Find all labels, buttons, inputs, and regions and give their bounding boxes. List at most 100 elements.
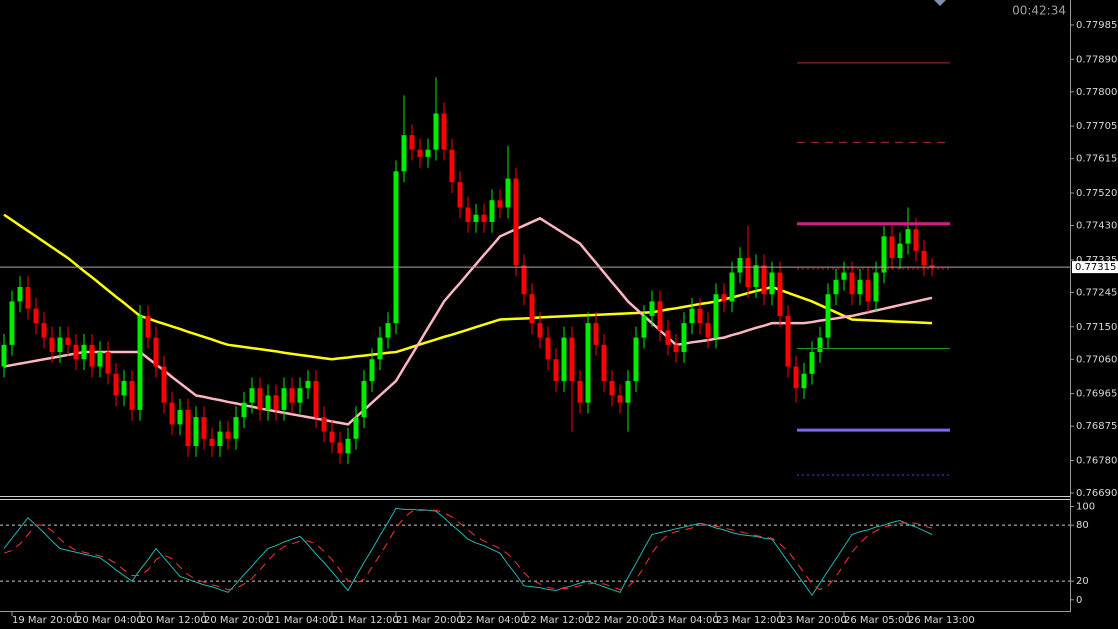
x-tick-label: 19 Mar 20:00: [12, 615, 79, 626]
candle-body: [473, 214, 479, 222]
current-price-label: 0.77315: [1075, 262, 1116, 273]
candle-body: [673, 344, 679, 353]
candle-body: [801, 373, 807, 389]
candle-body: [809, 352, 815, 374]
candle-body: [577, 380, 583, 403]
stochastic-line: [3, 507, 933, 597]
y-tick-label: 0: [1076, 595, 1082, 606]
candle-body: [281, 388, 287, 410]
x-tick-label: 22 Mar 20:00: [588, 615, 655, 626]
x-tick-label: 23 Mar 12:00: [716, 615, 783, 626]
y-tick-label: 0.77335: [1076, 255, 1117, 266]
candle-body: [665, 330, 671, 345]
y-tick-label: 0.77430: [1076, 221, 1117, 232]
candle-body: [41, 323, 47, 338]
y-tick-label: 0.77520: [1076, 188, 1117, 199]
candle-body: [921, 250, 927, 266]
candle-body: [793, 366, 799, 389]
x-tick-label: 20 Mar 04:00: [76, 615, 143, 626]
x-tick-label: 20 Mar 12:00: [140, 615, 207, 626]
y-tick-label: 20: [1076, 576, 1089, 587]
y-tick-label: 0.77245: [1076, 287, 1117, 298]
candle-body: [825, 294, 831, 338]
candle-body: [689, 308, 695, 324]
candle-body: [49, 337, 55, 353]
x-tick-label: 26 Mar 05:00: [844, 615, 911, 626]
candle-body: [881, 236, 887, 273]
candle-body: [97, 352, 103, 367]
candle-body: [537, 323, 543, 338]
y-tick-label: 0.76690: [1076, 488, 1117, 499]
x-tick-label: 21 Mar 12:00: [332, 615, 399, 626]
candle-body: [553, 359, 559, 381]
y-tick-label: 0.77060: [1076, 354, 1117, 365]
candle-body: [361, 380, 367, 418]
x-tick-label: 26 Mar 13:00: [908, 615, 975, 626]
candle-body: [561, 337, 567, 381]
current-price-box: [1072, 261, 1118, 274]
moving-average: [3, 213, 933, 361]
candle-body: [353, 417, 359, 439]
candle-body: [713, 294, 719, 338]
candle-body: [369, 359, 375, 381]
candle-body: [505, 178, 511, 208]
candle-body: [25, 286, 31, 309]
candle-body: [457, 182, 463, 208]
candle-body: [209, 438, 215, 447]
x-tick-label: 21 Mar 04:00: [268, 615, 335, 626]
candle-body: [625, 380, 631, 403]
candle-body: [777, 272, 783, 316]
candle-body: [249, 388, 255, 403]
candle-body: [497, 200, 503, 208]
candle-body: [105, 352, 111, 374]
x-tick-label: 23 Mar 20:00: [780, 615, 847, 626]
candle-body: [521, 265, 527, 295]
candle-body: [449, 149, 455, 183]
candle-body: [225, 431, 231, 439]
candle-body: [329, 431, 335, 443]
candle-body: [913, 229, 919, 251]
candle-body: [57, 337, 63, 353]
candle-body: [137, 315, 143, 410]
candle-body: [585, 323, 591, 403]
candle-body: [177, 409, 183, 425]
candle-body: [617, 395, 623, 403]
candle-body: [241, 402, 247, 418]
candle-body: [609, 380, 615, 396]
y-tick-label: 0.77705: [1076, 121, 1117, 132]
candle-body: [929, 265, 935, 268]
candle-body: [169, 402, 175, 425]
y-tick-label: 0.77890: [1076, 54, 1117, 65]
y-tick-label: 0.77615: [1076, 154, 1117, 165]
candle-body: [409, 135, 415, 150]
candle-body: [849, 272, 855, 295]
candle-body: [705, 323, 711, 338]
candle-body: [201, 417, 207, 439]
stochastic-line: [3, 508, 933, 591]
candle-body: [513, 178, 519, 266]
candle-body: [65, 337, 71, 345]
candle-body: [769, 272, 775, 295]
candle-body: [185, 409, 191, 447]
candle-body: [1, 344, 7, 367]
candle-body: [873, 272, 879, 302]
candle-body: [121, 380, 127, 396]
candle-body: [337, 442, 343, 454]
candle-body: [697, 308, 703, 324]
candle-body: [737, 258, 743, 273]
y-tick-label: 0.77150: [1076, 322, 1117, 333]
candle-body: [89, 344, 95, 367]
candle-body: [81, 344, 87, 360]
candle-body: [153, 337, 159, 367]
candle-body: [145, 315, 151, 338]
candle-body: [857, 279, 863, 295]
candle-body: [385, 323, 391, 338]
candle-body: [897, 243, 903, 259]
candle-body: [745, 258, 751, 287]
candle-body: [681, 323, 687, 353]
clock: 00:42:34: [1012, 4, 1066, 18]
candle-body: [721, 294, 727, 302]
candle-body: [817, 337, 823, 353]
shift-marker: [934, 0, 946, 6]
candle-body: [313, 380, 319, 418]
